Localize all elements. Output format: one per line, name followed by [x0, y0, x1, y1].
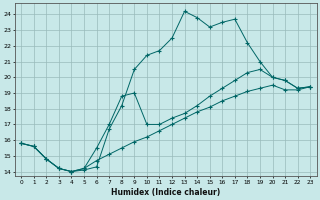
X-axis label: Humidex (Indice chaleur): Humidex (Indice chaleur): [111, 188, 220, 197]
